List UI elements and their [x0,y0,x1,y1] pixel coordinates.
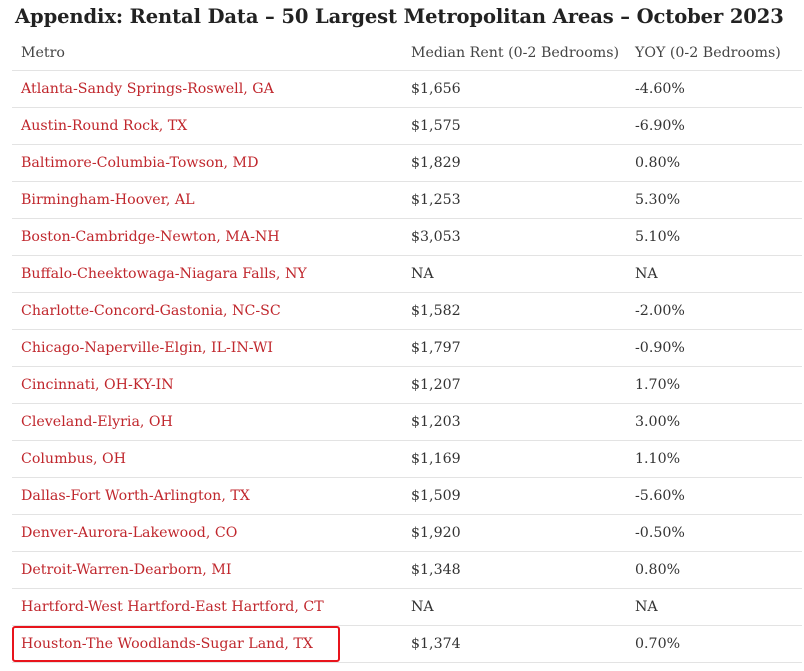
table-row: Houston-The Woodlands-Sugar Land, TX $1,3… [12,625,802,663]
median-rent-cell: $3,053 [402,218,626,256]
metro-link[interactable]: Atlanta-Sandy Springs-Roswell, GA [21,81,274,97]
table-row: Cincinnati, OH-KY-IN $1,207 1.70% [12,366,802,404]
metro-link[interactable]: Chicago-Naperville-Elgin, IL-IN-WI [21,340,274,356]
metro-cell: Hartford-West Hartford-East Hartford, CT [12,588,402,626]
yoy-cell: 1.10% [626,440,802,478]
metro-cell: Chicago-Naperville-Elgin, IL-IN-WI [12,329,402,367]
table-row: Boston-Cambridge-Newton, MA-NH $3,053 5.10… [12,218,802,256]
median-rent-cell: $1,253 [402,181,626,219]
metro-cell: Atlanta-Sandy Springs-Roswell, GA [12,70,402,108]
yoy-cell: NA [626,588,802,626]
metro-link[interactable]: Hartford-West Hartford-East Hartford, CT [21,599,324,615]
table-row: Birmingham-Hoover, AL $1,253 5.30% [12,181,802,219]
table-row: Cleveland-Elyria, OH $1,203 3.00% [12,403,802,441]
metro-cell: Austin-Round Rock, TX [12,107,402,145]
yoy-cell: -2.00% [626,292,802,330]
yoy-cell: 1.70% [626,366,802,404]
yoy-cell: 0.70% [626,625,802,663]
metro-link[interactable]: Columbus, OH [21,451,127,467]
table-row: Austin-Round Rock, TX $1,575 -6.90% [12,107,802,145]
metro-cell: Charlotte-Concord-Gastonia, NC-SC [12,292,402,330]
table-row: Dallas-Fort Worth-Arlington, TX $1,509 -5.… [12,477,802,515]
yoy-cell: -0.50% [626,514,802,552]
metro-cell: Baltimore-Columbia-Towson, MD [12,144,402,182]
table-row: Hartford-West Hartford-East Hartford, CT… [12,588,802,626]
median-rent-cell: $1,374 [402,625,626,663]
median-rent-cell: $1,797 [402,329,626,367]
metro-cell: Columbus, OH [12,440,402,478]
yoy-cell: 5.10% [626,218,802,256]
metro-cell: Dallas-Fort Worth-Arlington, TX [12,477,402,515]
median-rent-cell: $1,582 [402,292,626,330]
yoy-cell: 5.30% [626,181,802,219]
median-rent-cell: $1,575 [402,107,626,145]
metro-cell: Denver-Aurora-Lakewood, CO [12,514,402,552]
median-rent-cell: $1,920 [402,514,626,552]
median-rent-cell: $1,348 [402,551,626,589]
metro-link[interactable]: Houston-The Woodlands-Sugar Land, TX [21,636,313,652]
median-rent-cell: $1,656 [402,70,626,108]
yoy-cell: -6.90% [626,107,802,145]
table-row: Chicago-Naperville-Elgin, IL-IN-WI $1,797… [12,329,802,367]
median-rent-cell: $1,169 [402,440,626,478]
metro-link[interactable]: Baltimore-Columbia-Towson, MD [21,155,259,171]
yoy-cell: 3.00% [626,403,802,441]
metro-link[interactable]: Denver-Aurora-Lakewood, CO [21,525,238,541]
page-title: Appendix: Rental Data – 50 Largest Metro… [15,5,784,28]
median-rent-cell: NA [402,588,626,626]
median-rent-cell: $1,829 [402,144,626,182]
table-row: Baltimore-Columbia-Towson, MD $1,829 0.80% [12,144,802,182]
median-rent-cell: $1,207 [402,366,626,404]
metro-cell: Detroit-Warren-Dearborn, MI [12,551,402,589]
yoy-cell: 0.80% [626,551,802,589]
metro-link[interactable]: Birmingham-Hoover, AL [21,192,195,208]
column-header-yoy: YOY (0-2 Bedrooms) [626,35,802,71]
column-header-median-rent: Median Rent (0-2 Bedrooms) [402,35,626,71]
metro-link[interactable]: Cincinnati, OH-KY-IN [21,377,174,393]
table-row: Denver-Aurora-Lakewood, CO $1,920 -0.50% [12,514,802,552]
median-rent-cell: $1,509 [402,477,626,515]
metro-link[interactable]: Dallas-Fort Worth-Arlington, TX [21,488,250,504]
metro-link[interactable]: Charlotte-Concord-Gastonia, NC-SC [21,303,281,319]
median-rent-cell: NA [402,255,626,293]
metro-cell: Cincinnati, OH-KY-IN [12,366,402,404]
metro-cell: Cleveland-Elyria, OH [12,403,402,441]
yoy-cell: -5.60% [626,477,802,515]
metro-cell: Buffalo-Cheektowaga-Niagara Falls, NY [12,255,402,293]
rental-data-table: Metro Median Rent (0-2 Bedrooms) YOY (0-… [12,35,802,663]
metro-link[interactable]: Boston-Cambridge-Newton, MA-NH [21,229,280,245]
metro-cell: Birmingham-Hoover, AL [12,181,402,219]
yoy-cell: NA [626,255,802,293]
metro-link[interactable]: Cleveland-Elyria, OH [21,414,173,430]
table-row: Atlanta-Sandy Springs-Roswell, GA $1,656-… [12,70,802,108]
table-row: Detroit-Warren-Dearborn, MI $1,348 0.80% [12,551,802,589]
metro-cell: Boston-Cambridge-Newton, MA-NH [12,218,402,256]
table-row: Columbus, OH $1,169 1.10% [12,440,802,478]
table-row: Charlotte-Concord-Gastonia, NC-SC $1,582-… [12,292,802,330]
yoy-cell: -4.60% [626,70,802,108]
yoy-cell: -0.90% [626,329,802,367]
median-rent-cell: $1,203 [402,403,626,441]
metro-cell: Houston-The Woodlands-Sugar Land, TX [12,625,402,663]
table-header-row: Metro Median Rent (0-2 Bedrooms) YOY (0-… [12,35,802,71]
metro-link[interactable]: Austin-Round Rock, TX [21,118,188,134]
metro-link[interactable]: Detroit-Warren-Dearborn, MI [21,562,232,578]
yoy-cell: 0.80% [626,144,802,182]
metro-link[interactable]: Buffalo-Cheektowaga-Niagara Falls, NY [21,266,307,282]
table-row: Buffalo-Cheektowaga-Niagara Falls, NY NA N… [12,255,802,293]
column-header-metro: Metro [12,35,402,71]
